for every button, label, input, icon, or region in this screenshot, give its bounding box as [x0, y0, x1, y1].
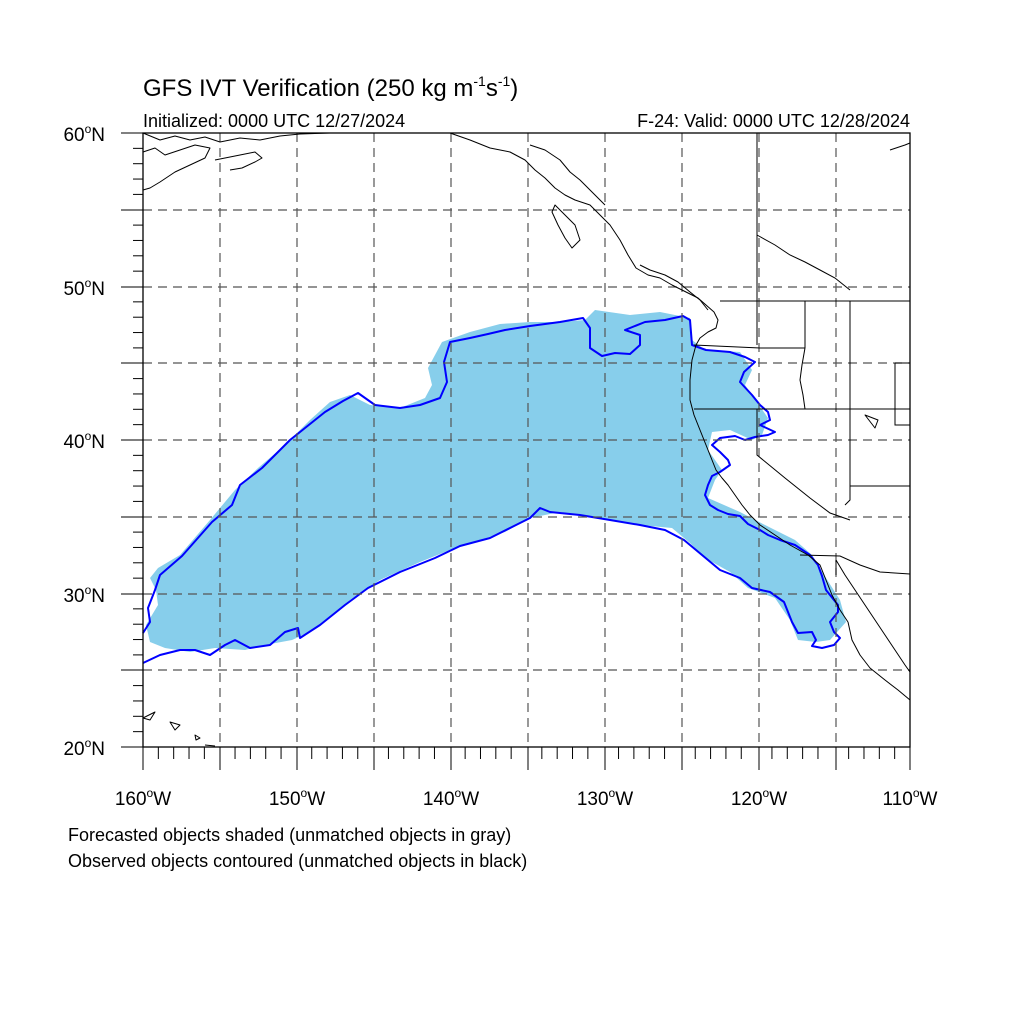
lon-label-110: 110oW [883, 786, 938, 810]
map-title: GFS IVT Verification (250 kg m-1s-1) [143, 73, 518, 102]
lat-label-30: 30oN [63, 583, 105, 607]
tick-marks [121, 132, 911, 770]
lat-label-40: 40oN [63, 429, 105, 453]
political-borders [693, 133, 911, 575]
lon-label-150: 150oW [269, 786, 325, 810]
longitude-labels: 160oW 150oW 140oW 130oW 120oW 110oW [115, 786, 938, 810]
lon-label-160: 160oW [115, 786, 171, 810]
latitude-labels: 60oN 50oN 40oN 30oN 20oN [63, 122, 105, 760]
observed-object [142, 315, 841, 664]
lon-label-140: 140oW [423, 786, 479, 810]
lon-label-120: 120oW [731, 786, 787, 810]
init-time: Initialized: 0000 UTC 12/27/2024 [143, 111, 405, 131]
forecast-object [146, 310, 846, 652]
lat-label-20: 20oN [63, 736, 105, 760]
caption-observed: Observed objects contoured (unmatched ob… [68, 851, 527, 871]
valid-time: F-24: Valid: 0000 UTC 12/28/2024 [637, 111, 910, 131]
minor-tick-marks [133, 147, 896, 759]
latitude-gridlines [143, 209, 910, 671]
caption-forecast: Forecasted objects shaded (unmatched obj… [68, 825, 511, 845]
coastlines [142, 132, 911, 747]
lat-label-50: 50oN [63, 276, 105, 300]
lat-label-60: 60oN [63, 122, 105, 146]
lon-label-130: 130oW [577, 786, 633, 810]
